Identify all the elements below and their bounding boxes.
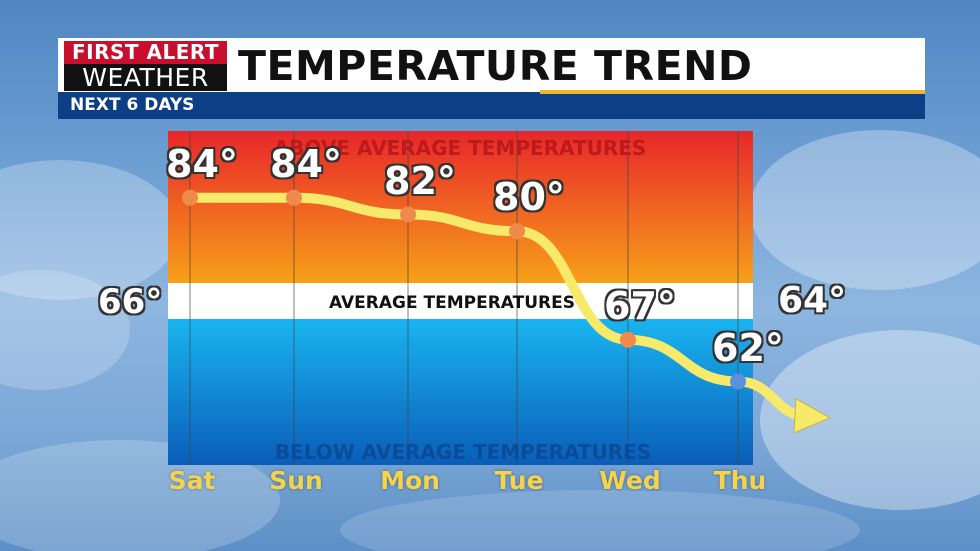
value-label-thu: 62°: [712, 325, 784, 370]
value-label-mon: 82°: [384, 158, 456, 203]
data-point-sun: [286, 189, 302, 206]
accent-line: [540, 90, 925, 94]
first-alert-weather-logo: FIRST ALERT WEATHER: [64, 41, 227, 91]
average-zone: [168, 283, 753, 319]
tick-label-wed: Wed: [599, 466, 661, 495]
value-label-tue: 80°: [493, 175, 565, 220]
above-average-zone: [168, 131, 753, 283]
page-title: TEMPERATURE TREND: [238, 42, 753, 90]
data-point-thu: [730, 373, 746, 390]
above-average-label: ABOVE AVERAGE TEMPERATURES: [274, 136, 647, 160]
average-label: AVERAGE TEMPERATURES: [329, 293, 575, 313]
value-label-sat: 84°: [166, 141, 238, 186]
value-label-sun: 84°: [270, 141, 342, 186]
trend-end-value: 64°: [778, 280, 847, 321]
tick-label-tue: Tue: [494, 466, 544, 495]
logo-line1: FIRST ALERT: [64, 41, 227, 64]
data-point-sat: [182, 189, 198, 206]
average-temperature-value: 66°: [98, 282, 163, 322]
data-point-mon: [400, 206, 416, 223]
page-subtitle: NEXT 6 DAYS: [70, 95, 195, 115]
data-point-wed: [620, 331, 636, 348]
below-average-label: BELOW AVERAGE TEMPERATURES: [275, 440, 651, 464]
tick-label-sat: Sat: [168, 466, 216, 495]
subtitle-bar: [58, 92, 925, 119]
tick-label-thu: Thu: [713, 466, 767, 495]
tick-label-mon: Mon: [380, 466, 440, 495]
tick-label-sun: Sun: [269, 466, 323, 495]
value-label-wed: 67°: [604, 283, 676, 328]
logo-line2: WEATHER: [64, 64, 227, 91]
trend-arrow-head: [793, 397, 832, 434]
data-point-tue: [509, 223, 525, 240]
